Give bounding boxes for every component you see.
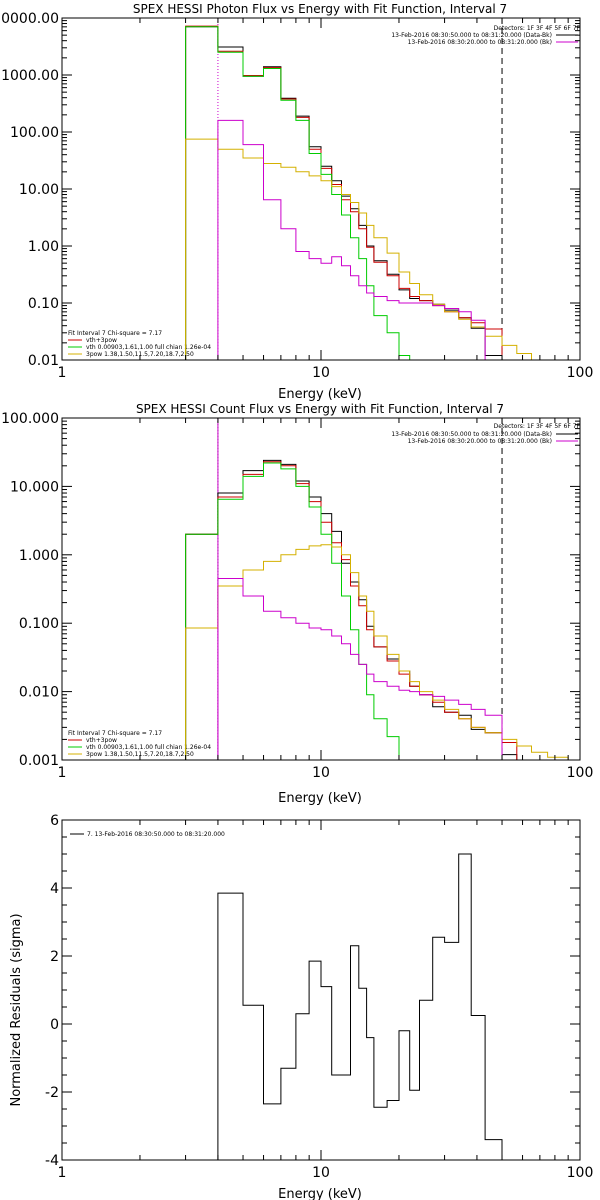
time-label-bk: 13-Feb-2016 08:30:20.000 to 08:31:20.000… [408, 39, 552, 46]
plot-frame [61, 819, 581, 1161]
y-tick-label: 0.10 [28, 296, 59, 312]
y-axis-label: Normalized Residuals (sigma) [9, 913, 24, 1106]
time-label-data: 13-Feb-2016 08:30:50.000 to 08:31:20.000… [391, 32, 552, 39]
fit-legend: Fit Interval 7 Chi-square = 7.17 vth+3po… [68, 330, 211, 358]
series-3pow [185, 138, 548, 360]
series-7-13-feb-2016-08-30-50-000-to-08-31-20-000 [217, 853, 503, 1160]
y-tick-label: 0.010 [19, 685, 59, 701]
series-data-bk [185, 26, 503, 360]
fit-legend-total: vth+3pow [86, 737, 117, 744]
fit-legend-chisq: Fit Interval 7 Chi-square = 7.17 [68, 730, 162, 737]
detectors-label: Detectors: 1F 3F 4F 5F 6F 7F [494, 25, 581, 32]
y-tick-label: 2 [50, 949, 59, 965]
y-tick-label: 1.000 [19, 548, 59, 564]
y-tick-label: 0.100 [19, 616, 59, 632]
x-axis-label: Energy (keV) [278, 387, 362, 402]
fit-legend-vth: vth 0.00903,1.61,1.00 full chian 1.26e-0… [86, 344, 211, 351]
series-vth [185, 26, 411, 360]
residuals-legend: 7. 13-Feb-2016 08:30:50.000 to 08:31:20.… [70, 831, 225, 838]
y-tick-label: 100.00 [10, 125, 59, 141]
series-data-bk [185, 459, 518, 760]
x-tick-label: 1 [58, 365, 67, 381]
residuals-legend-label: 7. 13-Feb-2016 08:30:50.000 to 08:31:20.… [87, 831, 225, 838]
fit-legend: Fit Interval 7 Chi-square = 7.17 vth+3po… [68, 730, 211, 758]
fit-legend-vth: vth 0.00903,1.61,1.00 full chian 1.26e-0… [86, 744, 211, 751]
y-tick-label: 6 [50, 813, 59, 829]
time-label-data: 13-Feb-2016 08:30:50.000 to 08:31:20.000… [391, 431, 552, 438]
x-tick-label: 100 [567, 1165, 594, 1181]
fit-legend-chisq: Fit Interval 7 Chi-square = 7.17 [68, 330, 162, 337]
panel-title: SPEX HESSI Photon Flux vs Energy with Fi… [133, 2, 507, 16]
series-3pow [185, 544, 580, 760]
x-tick-label: 10 [312, 365, 330, 381]
plot-area [185, 418, 580, 760]
x-tick-label: 10 [312, 765, 330, 781]
series-bk [217, 578, 503, 760]
detectors-label: Detectors: 1F 3F 4F 5F 6F 7F [494, 423, 581, 430]
y-tick-label: -4 [45, 1153, 59, 1169]
count-flux-panel: SPEX HESSI Count Flux vs Energy with Fit… [1, 402, 593, 806]
y-tick-label: 0.001 [19, 753, 59, 769]
y-tick-label: -2 [45, 1085, 59, 1101]
plot-area [217, 853, 503, 1160]
time-label-bk: 13-Feb-2016 08:30:20.000 to 08:31:20.000… [408, 438, 552, 445]
series-vth [185, 462, 410, 760]
residuals-panel: 7. 13-Feb-2016 08:30:50.000 to 08:31:20.… [9, 813, 593, 1200]
panel-title: SPEX HESSI Count Flux vs Energy with Fit… [136, 402, 504, 416]
plot-area [185, 18, 548, 360]
photon-flux-panel: SPEX HESSI Photon Flux vs Energy with Fi… [0, 2, 593, 402]
y-tick-label: 4 [50, 881, 59, 897]
y-tick-label: 0 [50, 1017, 59, 1033]
x-tick-label: 1 [58, 1165, 67, 1181]
y-tick-label: 100.000 [1, 411, 59, 427]
y-tick-label: 10.000 [10, 479, 59, 495]
y-tick-label: 1.00 [28, 239, 59, 255]
series-bk [217, 119, 486, 360]
time-legend: 13-Feb-2016 08:30:50.000 to 08:31:20.000… [391, 431, 578, 445]
x-tick-label: 100 [567, 365, 594, 381]
time-legend: 13-Feb-2016 08:30:50.000 to 08:31:20.000… [391, 32, 578, 46]
x-tick-label: 10 [312, 1165, 330, 1181]
fit-legend-3pow: 3pow 1.38,1.50,11.5,7.20,18.7,2.50 [86, 351, 194, 358]
x-tick-label: 1 [58, 765, 67, 781]
y-tick-label: 10.00 [19, 182, 59, 198]
y-tick-label: 1000.00 [1, 68, 59, 84]
y-tick-label: 0.01 [28, 353, 59, 369]
fit-legend-3pow: 3pow 1.38,1.50,11.5,7.20,18.7,2.50 [86, 751, 194, 758]
fit-legend-total: vth+3pow [86, 337, 117, 344]
x-axis-label: Energy (keV) [278, 1187, 362, 1200]
x-tick-label: 100 [567, 765, 594, 781]
x-axis-label: Energy (keV) [278, 791, 362, 806]
